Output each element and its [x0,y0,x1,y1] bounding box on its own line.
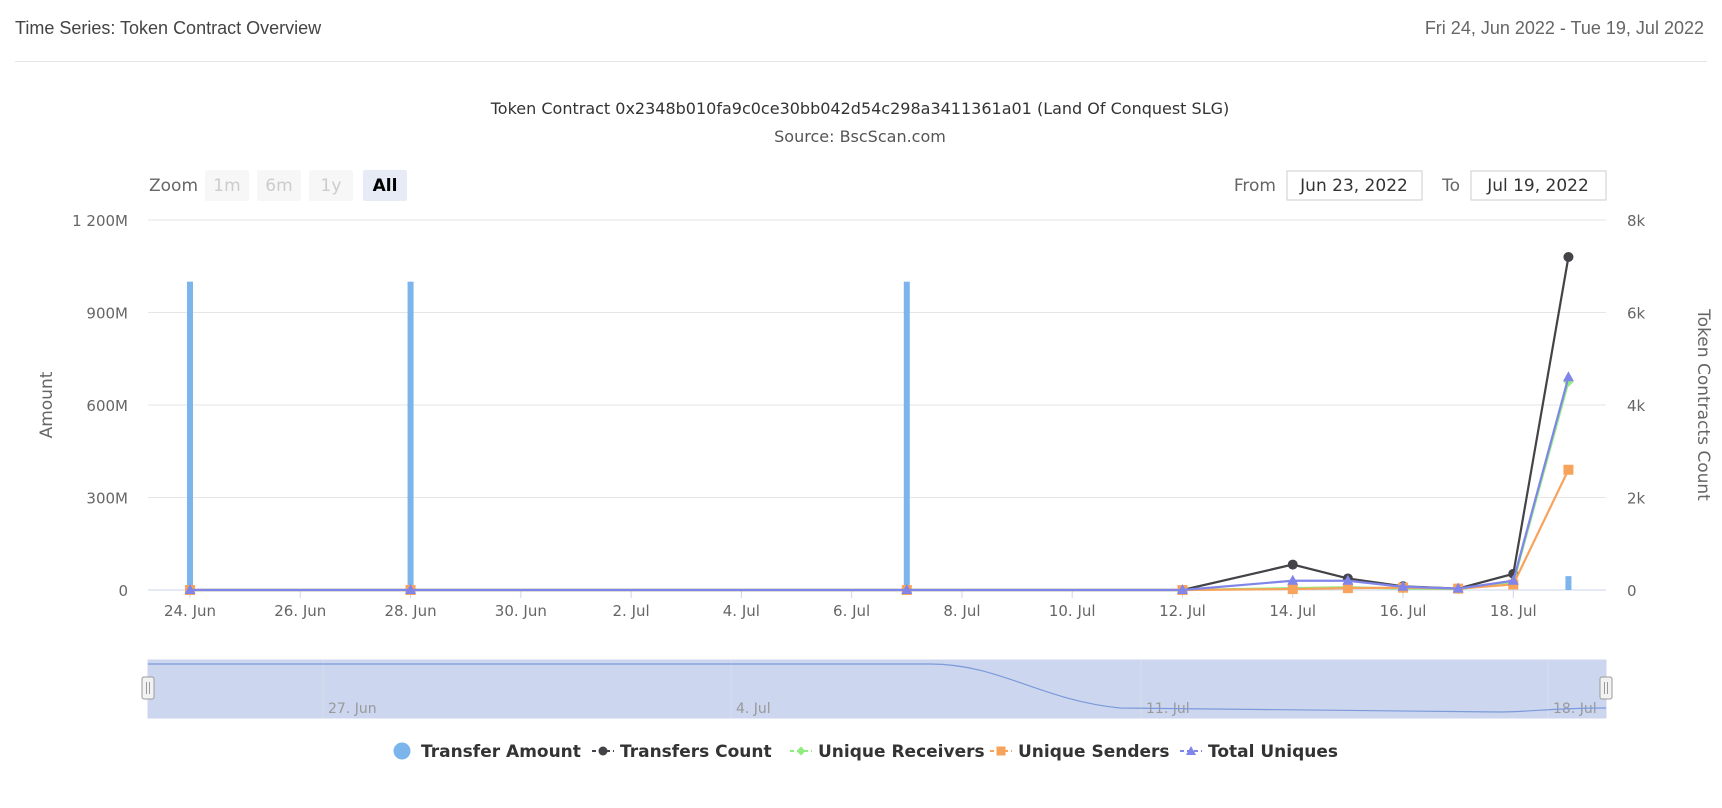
total-uniques-point[interactable] [1562,371,1574,382]
x-tick-label: 8. Jul [943,602,980,620]
y-right-tick-label: 2k [1627,490,1646,508]
legend-item-unique-receivers[interactable]: Unique Receivers [790,742,985,762]
x-tick-label: 2. Jul [613,602,650,620]
header-divider [15,61,1707,62]
x-tick-label: 24. Jun [164,602,216,620]
from-date-input[interactable] [1286,170,1423,201]
to-date-input[interactable] [1470,170,1607,201]
legend-symbol [796,746,806,756]
legend-symbol [1186,746,1196,755]
y-right-tick-label: 0 [1627,582,1637,600]
x-tick-label: 18. Jul [1490,602,1537,620]
x-tick-label: 14. Jul [1269,602,1316,620]
y-right-tick-label: 4k [1627,397,1646,415]
zoom-label: Zoom [149,176,198,196]
y-left-tick-label: 0 [118,582,128,600]
legend-symbol [393,742,411,760]
to-label: To [1441,176,1460,196]
x-tick-label: 16. Jul [1380,602,1427,620]
total-uniques-point[interactable] [184,584,196,594]
y-right-tick-label: 6k [1627,305,1646,323]
transfer-amount-bar[interactable] [903,281,910,590]
transfers-count-point[interactable] [1287,559,1298,570]
transfers-count-point[interactable] [1563,252,1574,262]
zoom-1y-label: 1y [321,176,342,196]
x-tick-label: 30. Jun [495,602,547,620]
transfer-amount-bar[interactable] [407,281,414,590]
navigator-selection[interactable] [147,659,1607,719]
navigator-label: 4. Jul [736,701,771,717]
total-uniques-point[interactable] [1507,574,1519,585]
page-title: Time Series: Token Contract Overview [15,18,322,38]
total-uniques-point[interactable] [405,584,417,594]
zoom-1m-button[interactable] [205,170,249,201]
y-right-tick-label: 8k [1627,212,1646,230]
y-right-axis-title: Token Contracts Count [1693,308,1713,501]
x-tick-label: 12. Jul [1159,602,1206,620]
navigator-handle-right[interactable] [1599,676,1613,700]
navigator-label: 27. Jun [328,701,377,717]
legend-label: Transfer Amount [421,742,581,762]
x-tick-label: 28. Jun [385,602,437,620]
date-range-label: Fri 24, Jun 2022 - Tue 19, Jul 2022 [1424,18,1704,38]
y-left-tick-label: 600M [86,397,128,415]
unique-senders-point[interactable] [1342,583,1353,594]
zoom-1m-label: 1m [213,176,240,196]
y-left-tick-label: 900M [86,305,128,323]
legend-symbol [996,746,1006,756]
total-uniques-point[interactable] [1176,584,1188,594]
chart-subtitle: Source: BscScan.com [774,127,946,146]
legend-symbol [598,746,608,756]
legend-label: Unique Senders [1018,742,1170,762]
y-left-tick-label: 300M [86,490,128,508]
transfer-amount-bar[interactable] [1565,576,1572,590]
to-date-value: Jul 19, 2022 [1486,176,1589,196]
legend-item-unique-senders[interactable]: Unique Senders [990,742,1170,762]
zoom-6m-label: 6m [265,176,292,196]
unique-receivers-line [190,381,1570,592]
zoom-1y-button[interactable] [309,170,353,201]
y-left-tick-label: 1 200M [72,212,128,230]
from-date-value: Jun 23, 2022 [1299,176,1408,196]
legend-label: Total Uniques [1208,742,1338,762]
zoom-All-label: All [373,176,398,196]
legend-item-total-uniques[interactable]: Total Uniques [1180,742,1338,762]
total-uniques-point[interactable] [1397,580,1409,591]
transfer-amount-bar[interactable] [187,281,193,590]
legend-label: Unique Receivers [818,742,985,762]
legend-item-transfers-count[interactable]: Transfers Count [592,742,772,762]
x-tick-label: 26. Jun [274,602,326,620]
unique-senders-point[interactable] [1287,584,1298,595]
total-uniques-line [190,376,1570,592]
from-label: From [1234,176,1276,196]
legend-item-transfer-amount[interactable]: Transfer Amount [393,742,581,762]
total-uniques-point[interactable] [1342,574,1354,585]
chart-title: Token Contract 0x2348b010fa9c0ce30bb042d… [490,99,1230,118]
navigator-handle-left[interactable] [141,676,155,700]
total-uniques-point[interactable] [901,584,913,594]
x-tick-label: 6. Jul [833,602,870,620]
unique-senders-point[interactable] [1563,464,1574,475]
zoom-6m-button[interactable] [257,170,301,201]
total-uniques-point[interactable] [1287,574,1299,585]
x-tick-label: 4. Jul [723,602,760,620]
unique-senders-line [190,469,1570,592]
zoom-All-button[interactable] [363,170,407,201]
navigator-series-line [148,663,1607,713]
transfers-count-line [190,256,1570,592]
x-tick-label: 10. Jul [1049,602,1096,620]
y-left-axis-title: Amount [37,371,57,438]
total-uniques-point[interactable] [1452,582,1464,593]
legend-label: Transfers Count [620,742,772,762]
